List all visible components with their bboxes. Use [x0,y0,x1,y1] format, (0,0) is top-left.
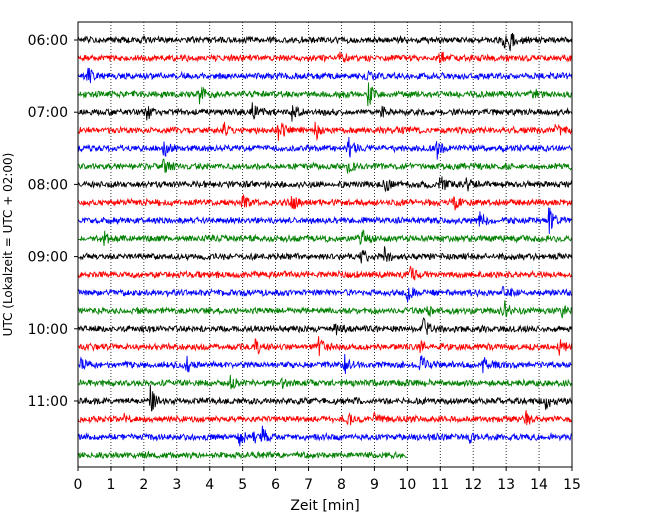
x-axis-label: Zeit [min] [290,498,359,514]
trace-line [77,384,573,412]
trace-line [77,265,573,281]
x-tick-label: 15 [563,477,581,493]
trace-line [77,121,573,141]
y-axis-ticks: 06:00 07:00 08:00 09:00 10:00 11:00 [28,33,78,410]
x-tick-label: 0 [74,477,83,493]
x-axis-ticks: 0 1 2 3 4 5 6 7 8 9 10 11 12 13 14 15 [74,467,581,493]
y-tick-label: 06:00 [28,33,68,49]
plot-frame [77,21,573,468]
y-tick-label: 11:00 [28,394,68,410]
trace-line [77,354,572,375]
trace-line [77,300,573,319]
trace-layer [77,32,573,460]
trace-line [77,207,573,234]
x-tick-label: 14 [530,477,548,493]
x-tick-label: 7 [304,477,313,493]
x-tick-label: 4 [205,477,214,493]
trace-line [77,194,573,211]
trace-line [77,51,573,64]
trace-line [77,176,573,193]
trace-line [77,158,573,174]
x-tick-label: 10 [398,477,416,493]
x-tick-label: 3 [172,477,181,493]
trace-line [77,229,573,246]
trace-line [77,410,573,426]
x-tick-label: 6 [271,477,280,493]
trace-line [77,450,408,460]
x-tick-label: 13 [497,477,515,493]
trace-line [77,285,573,303]
trace-line [77,425,573,447]
trace-line [77,336,573,357]
x-tick-label: 12 [464,477,482,493]
trace-line [77,82,572,107]
x-tick-label: 5 [238,477,247,493]
trace-line [77,32,573,52]
trace-line [77,102,573,122]
x-tick-label: 8 [337,477,346,493]
trace-line [77,374,573,390]
x-tick-label: 9 [370,477,379,493]
trace-line [77,317,573,336]
trace-line [77,136,573,160]
trace-line [77,67,573,84]
x-tick-label: 1 [106,477,115,493]
y-tick-label: 08:00 [28,177,68,193]
x-tick-label: 11 [431,477,449,493]
y-tick-label: 09:00 [28,250,68,266]
y-tick-label: 07:00 [28,105,68,121]
y-tick-label: 10:00 [28,322,68,338]
trace-line [77,246,573,264]
x-tick-label: 2 [139,477,148,493]
y-axis-label: UTC (Lokalzeit = UTC + 02:00) [1,153,15,337]
grid-layer [110,22,540,467]
